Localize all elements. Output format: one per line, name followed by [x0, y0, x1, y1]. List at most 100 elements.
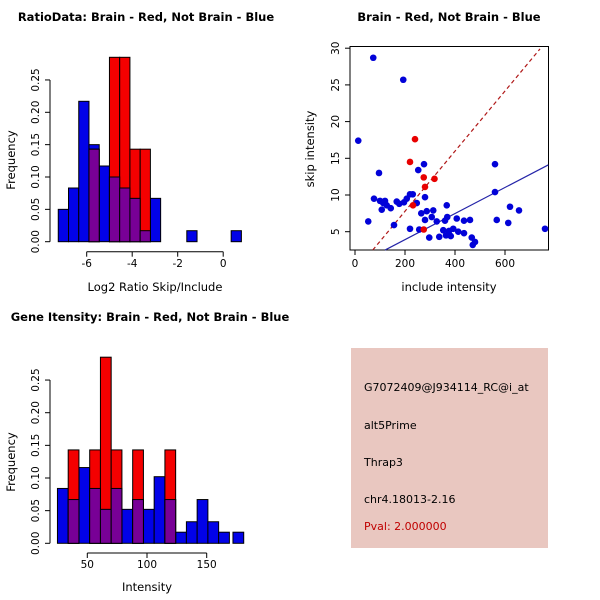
- y-tick-label: 20: [330, 115, 342, 128]
- hist-bar-overlap: [88, 148, 100, 243]
- scatter-point-not_brain: [406, 225, 414, 233]
- x-tick-label: 0: [352, 258, 359, 270]
- y-tick-label: 0.10: [30, 466, 42, 489]
- hist-bar-overlap: [129, 197, 141, 243]
- x-tick-label: 100: [137, 559, 157, 571]
- hist-bar-not_brain: [78, 100, 90, 243]
- scatter-point-not_brain: [429, 207, 437, 214]
- hist-bar-overlap: [132, 499, 144, 544]
- scatter-point-brain: [420, 174, 428, 181]
- x-tick-label: -6: [81, 258, 92, 270]
- y-tick-label: 0.15: [30, 133, 42, 156]
- location-text: chr4.18013-2.16: [364, 493, 456, 506]
- scatter-point-brain: [431, 175, 438, 183]
- scatter-panel: 0 200 400 600 5 10 15 20 25 30 Brain - Red, Not Br…: [303, 10, 549, 294]
- scatter-point-brain: [409, 201, 417, 209]
- x-tick-label: 200: [395, 258, 415, 270]
- scatter-point-not_brain: [387, 204, 395, 212]
- y-tick-label: 0.05: [30, 198, 42, 221]
- scatter-point-not_brain: [364, 218, 372, 225]
- x-tick-label: 0: [220, 258, 227, 270]
- y-tick-label: 25: [330, 78, 342, 91]
- hist-bar-overlap: [89, 487, 101, 544]
- scatter-point-not_brain: [399, 76, 407, 84]
- scatter-point-not_brain: [369, 54, 377, 62]
- hist-bar-not_brain: [142, 508, 155, 544]
- scatter-point-not_brain: [454, 228, 462, 235]
- hist-bar-not_brain: [98, 165, 110, 243]
- hist-bar-not_brain: [218, 531, 230, 544]
- scatter-point-not_brain: [421, 216, 429, 224]
- hist-bar-not_brain: [185, 521, 198, 544]
- y-tick-label: 0.20: [30, 101, 42, 124]
- scatter-point-not_brain: [449, 225, 457, 233]
- y-tick-label: 0.20: [30, 401, 42, 424]
- fit-line-not_brain_fit: [384, 164, 549, 251]
- y-tick-label: 15: [330, 152, 342, 165]
- splice-type-text: alt5Prime: [364, 419, 417, 432]
- hist-bar-not_brain: [78, 467, 91, 544]
- scatter-point-not_brain: [414, 166, 422, 174]
- hist-bar-overlap: [164, 499, 177, 544]
- hist-bar-overlap: [139, 230, 151, 243]
- scatter-point-brain: [406, 158, 414, 166]
- scatter-point-not_brain: [439, 226, 447, 234]
- hist-bar-not_brain: [232, 531, 245, 544]
- scatter-point-brain: [411, 135, 419, 143]
- scatter-point-not_brain: [409, 190, 417, 198]
- y-tick-label: 0.25: [30, 368, 42, 391]
- hist-bar-not_brain: [121, 508, 134, 544]
- scatter-point-not_brain: [491, 188, 499, 196]
- hist-bar-not_brain: [230, 230, 242, 243]
- chart-title: RatioData: Brain - Red, Not Brain - Blue: [18, 10, 275, 24]
- scatter-point-not_brain: [460, 217, 468, 224]
- x-tick-label: 600: [495, 258, 515, 270]
- scatter-point-not_brain: [443, 201, 451, 209]
- scatter-point-not_brain: [433, 218, 441, 225]
- scatter-point-not_brain: [491, 160, 499, 168]
- scatter-point-not_brain: [435, 233, 443, 241]
- scatter-point-brain: [421, 183, 429, 191]
- hist-bar-not_brain: [68, 187, 80, 243]
- scatter-point-not_brain: [378, 206, 386, 213]
- scatter-point-not_brain: [428, 213, 436, 221]
- info-panel: G7072409@J934114_RC@i_at alt5Prime Thrap…: [351, 348, 548, 548]
- hist-bar-not_brain: [149, 197, 162, 243]
- hist-bar-not_brain: [56, 487, 69, 544]
- hist-bar-overlap: [108, 176, 121, 243]
- scatter-point-not_brain: [421, 193, 429, 201]
- hist-bar-overlap: [119, 187, 131, 243]
- pval-text: Pval: 2.000000: [364, 520, 447, 533]
- gene-name-text: Thrap3: [364, 456, 403, 469]
- hist-bar-overlap: [99, 508, 112, 544]
- scatter-point-brain: [420, 226, 428, 233]
- hist-bar-overlap: [110, 487, 123, 544]
- y-tick-label: 0.00: [30, 230, 42, 253]
- scatter-point-not_brain: [469, 241, 477, 249]
- scatter-point-not_brain: [420, 160, 428, 168]
- scatter-point-not_brain: [466, 216, 474, 224]
- histogram-panel: -6 -4 -2 0 0.00 0.05 0.10 0.15 0.20 0.25 RatioData…: [4, 10, 274, 294]
- scatter-point-not_brain: [506, 203, 514, 211]
- x-axis-title: include intensity: [401, 280, 496, 294]
- hist-bar-not_brain: [186, 230, 198, 243]
- y-axis-title: skip intensity: [303, 110, 317, 187]
- hist-bar-not_brain: [153, 476, 166, 544]
- scatter-point-not_brain: [390, 221, 398, 229]
- x-tick-label: 50: [81, 559, 94, 571]
- y-tick-label: 5: [330, 228, 342, 235]
- x-axis-title: Intensity: [122, 580, 172, 594]
- y-tick-label: 0.25: [30, 68, 42, 91]
- scatter-point-not_brain: [370, 195, 378, 202]
- x-tick-label: 150: [197, 559, 217, 571]
- y-axis-title: Frequency: [4, 432, 18, 492]
- y-tick-label: 30: [330, 42, 342, 55]
- probe-id-text: G7072409@J934114_RC@i_at: [364, 381, 529, 394]
- scatter-point-not_brain: [441, 217, 449, 224]
- scatter-point-not_brain: [403, 195, 411, 202]
- x-axis-title: Log2 Ratio Skip/Include: [88, 280, 223, 294]
- x-tick-label: -4: [127, 258, 138, 270]
- scatter-point-not_brain: [395, 200, 403, 208]
- hist-bar-not_brain: [196, 499, 209, 544]
- chart-title: Gene Itensity: Brain - Red, Not Brain - …: [11, 310, 290, 324]
